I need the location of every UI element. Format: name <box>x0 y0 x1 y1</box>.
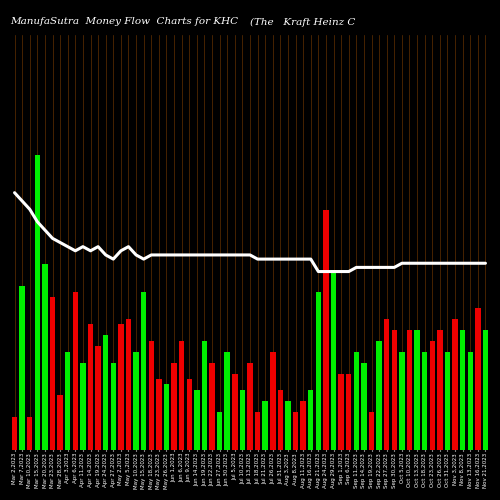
Bar <box>262 401 268 450</box>
Bar <box>338 374 344 450</box>
Bar <box>460 330 466 450</box>
Bar <box>42 264 48 450</box>
Bar <box>308 390 314 450</box>
Bar <box>437 330 442 450</box>
Bar <box>134 352 139 450</box>
Bar <box>202 341 207 450</box>
Bar <box>72 292 78 450</box>
Bar <box>210 362 215 450</box>
Bar <box>148 341 154 450</box>
Bar <box>452 319 458 450</box>
Bar <box>270 352 276 450</box>
Bar <box>300 401 306 450</box>
Bar <box>384 319 390 450</box>
Text: (The   Kraft Heinz C: (The Kraft Heinz C <box>250 18 356 26</box>
Bar <box>103 336 108 450</box>
Bar <box>240 390 245 450</box>
Text: ManufaSutra  Money Flow  Charts for KHC: ManufaSutra Money Flow Charts for KHC <box>10 18 238 26</box>
Bar <box>482 330 488 450</box>
Bar <box>58 396 63 450</box>
Bar <box>12 417 18 450</box>
Bar <box>399 352 404 450</box>
Bar <box>88 324 93 450</box>
Bar <box>285 401 290 450</box>
Bar <box>96 346 101 450</box>
Bar <box>217 412 222 450</box>
Bar <box>179 341 184 450</box>
Bar <box>65 352 70 450</box>
Bar <box>392 330 397 450</box>
Bar <box>50 297 56 450</box>
Bar <box>164 384 169 450</box>
Bar <box>232 374 237 450</box>
Bar <box>156 379 162 450</box>
Bar <box>34 155 40 450</box>
Bar <box>224 352 230 450</box>
Bar <box>346 374 352 450</box>
Bar <box>444 352 450 450</box>
Bar <box>126 319 131 450</box>
Bar <box>186 379 192 450</box>
Bar <box>422 352 428 450</box>
Bar <box>407 330 412 450</box>
Bar <box>80 362 86 450</box>
Bar <box>293 412 298 450</box>
Bar <box>323 210 328 450</box>
Bar <box>248 362 252 450</box>
Bar <box>361 362 366 450</box>
Bar <box>475 308 480 450</box>
Bar <box>468 352 473 450</box>
Bar <box>331 270 336 450</box>
Bar <box>118 324 124 450</box>
Bar <box>255 412 260 450</box>
Bar <box>430 341 435 450</box>
Bar <box>354 352 359 450</box>
Bar <box>27 417 32 450</box>
Bar <box>316 292 321 450</box>
Bar <box>172 362 177 450</box>
Bar <box>414 330 420 450</box>
Bar <box>376 341 382 450</box>
Bar <box>194 390 200 450</box>
Bar <box>20 286 25 450</box>
Bar <box>141 292 146 450</box>
Bar <box>278 390 283 450</box>
Bar <box>110 362 116 450</box>
Bar <box>369 412 374 450</box>
